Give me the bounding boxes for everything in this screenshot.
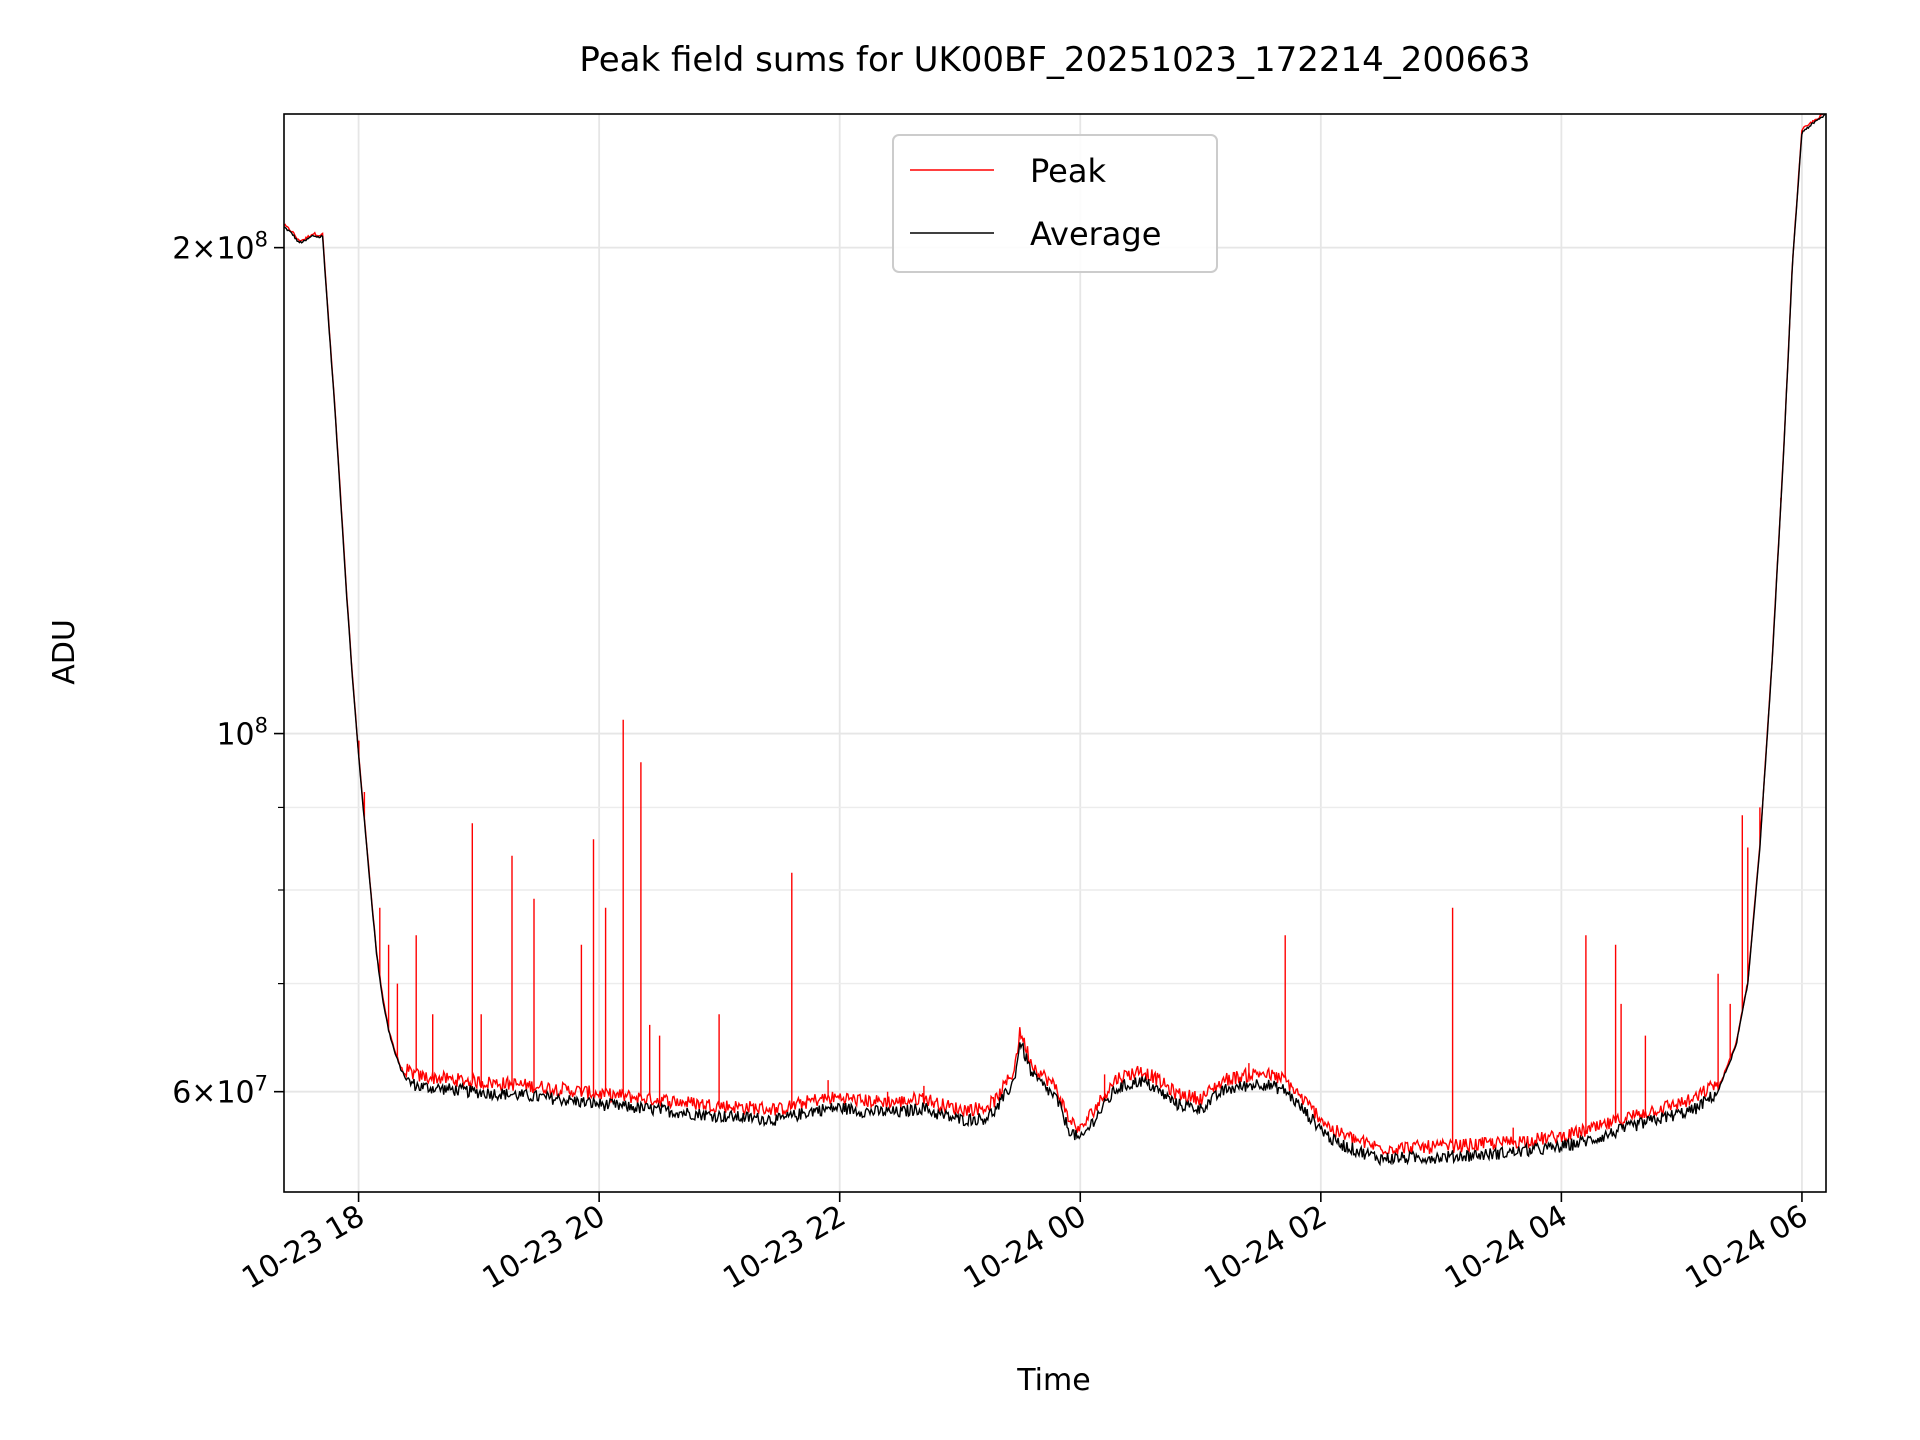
y-tick-label: 108 <box>216 714 268 753</box>
legend-label-peak: Peak <box>1030 152 1106 190</box>
x-axis-label: Time <box>1016 1363 1090 1398</box>
y-axis-label: ADU <box>47 619 82 685</box>
series-line-average <box>284 114 1826 1167</box>
legend: Peak Average <box>892 134 1218 273</box>
legend-label-average: Average <box>1030 215 1161 253</box>
y-axis-ticks: 6×107 108 2×108 <box>172 228 284 1111</box>
series-line-peak <box>284 114 1824 1156</box>
y-tick-label: 2×108 <box>172 228 268 267</box>
y-tick-label: 6×107 <box>172 1072 268 1111</box>
chart-title: Peak field sums for UK00BF_20251023_1722… <box>579 40 1530 80</box>
plot-frame <box>283 113 1827 1193</box>
series-layer <box>284 114 1826 1167</box>
